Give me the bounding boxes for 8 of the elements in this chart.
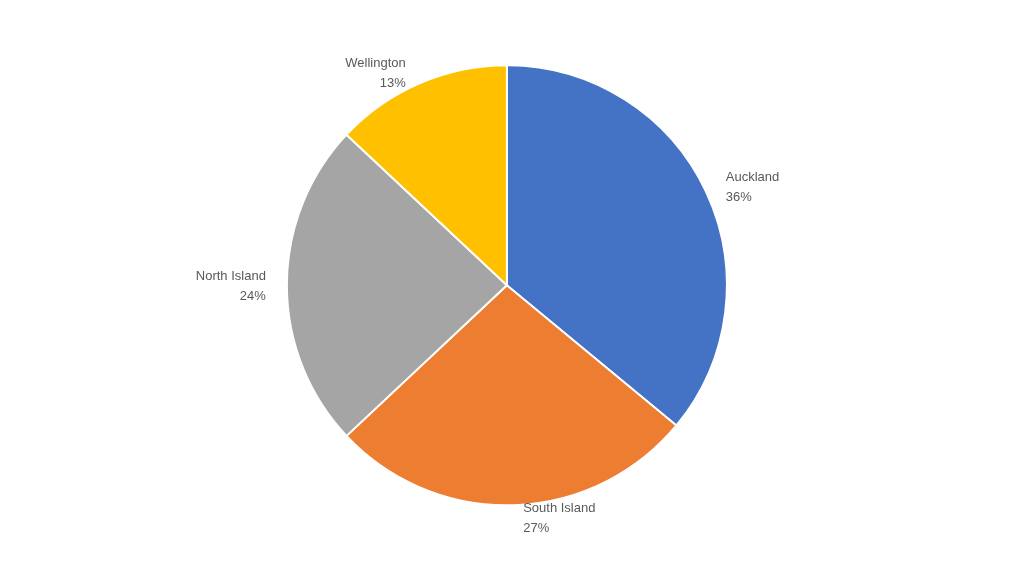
data-label: 13%	[379, 74, 407, 90]
slice-label: Wellington	[345, 54, 406, 70]
data-label: 36%	[725, 189, 753, 204]
slice-label: North Island	[195, 267, 266, 283]
slice-label: Auckland	[725, 169, 780, 184]
data-label: 27%	[523, 519, 550, 535]
data-label: 24%	[239, 287, 267, 303]
slice-label: South Island	[523, 499, 596, 515]
